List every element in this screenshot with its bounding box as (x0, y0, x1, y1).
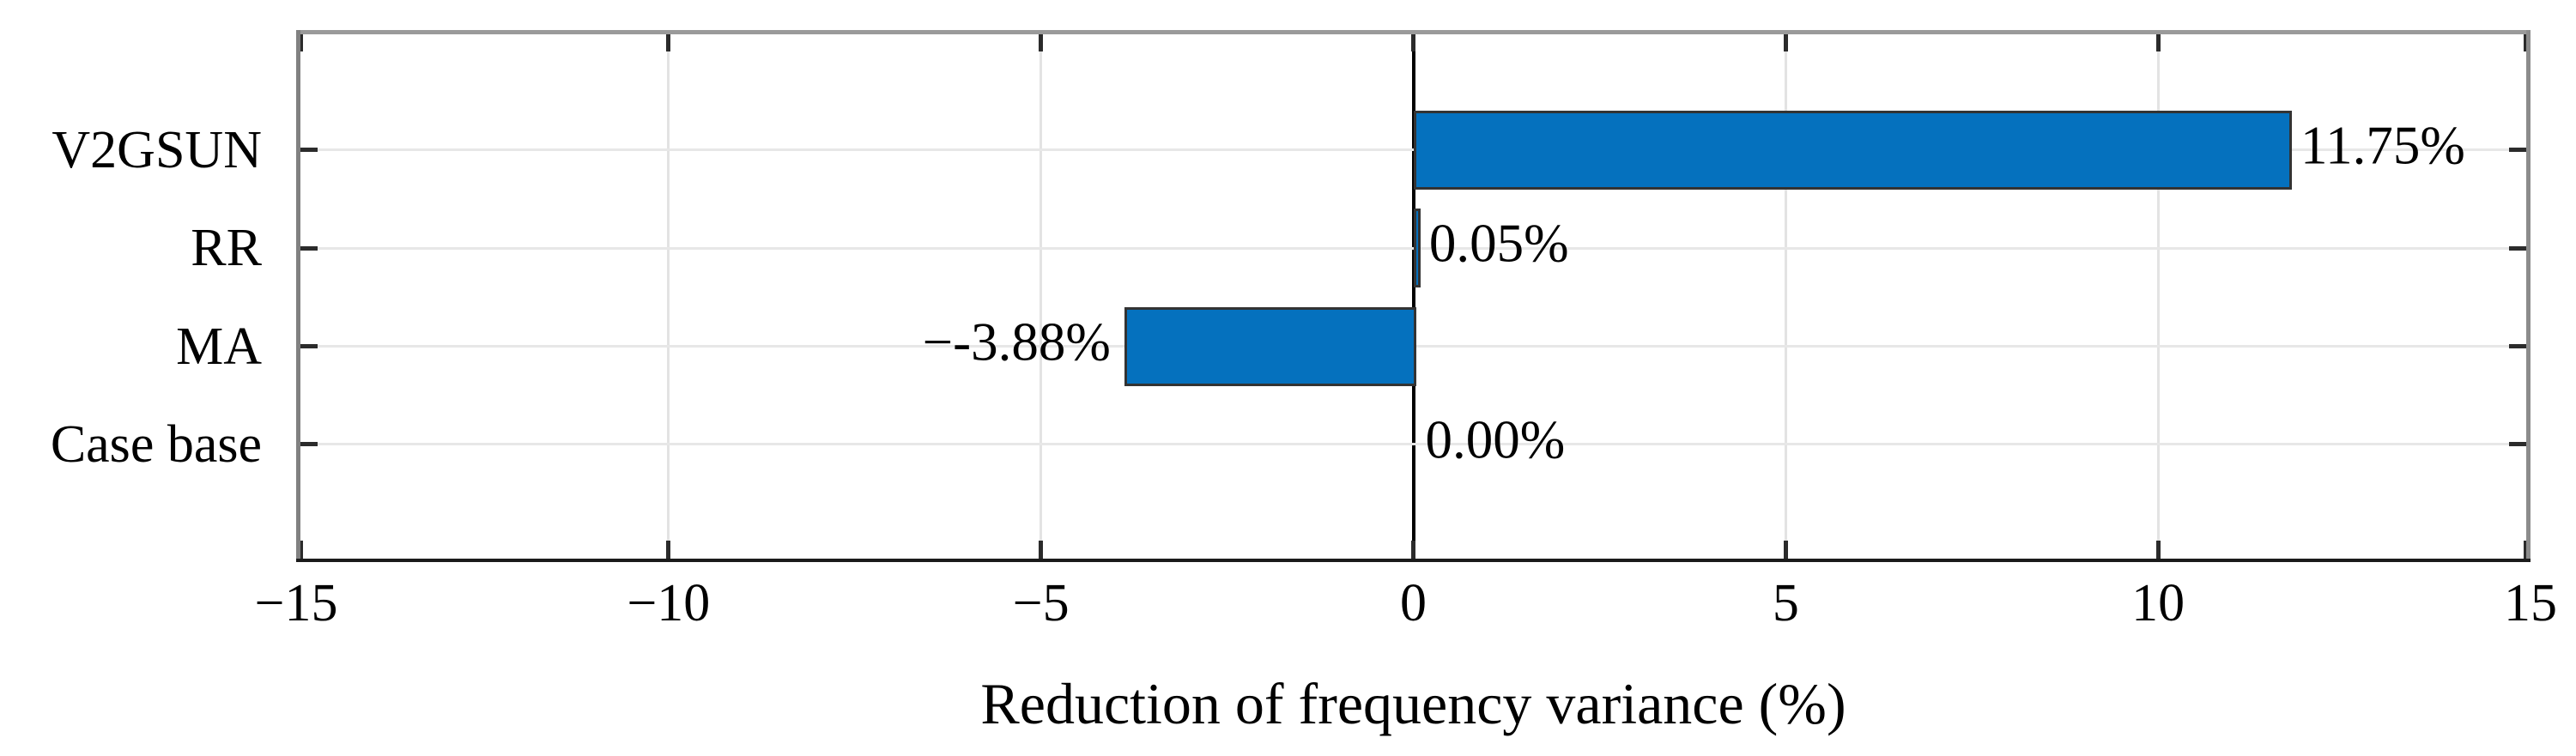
y-tick-mark-right (2509, 344, 2531, 349)
x-tick-mark-bottom (1783, 541, 1788, 562)
x-tick-mark-top (1411, 30, 1415, 51)
vertical-gridline (2156, 30, 2160, 562)
vertical-gridline (1784, 30, 1787, 562)
axis-border-right (2526, 30, 2531, 562)
y-tick-mark-right (2509, 148, 2531, 153)
x-tick-mark-top (1783, 30, 1788, 51)
x-tick-label: −10 (627, 574, 711, 632)
y-tick-mark-right (2509, 442, 2531, 447)
y-category-label-v2gsun: V2GSUN (52, 120, 262, 179)
x-axis-title: Reduction of frequency variance (%) (980, 671, 1846, 736)
x-tick-label: −15 (254, 574, 338, 632)
y-category-label-ma: MA (176, 317, 262, 376)
y-category-label-case-base: Case base (50, 414, 262, 474)
plot-area: 11.75% 0.05% −-3.88% 0.00% (296, 30, 2531, 562)
value-label-v2gsun: 11.75% (2300, 115, 2465, 176)
bar-ma (1124, 306, 1417, 386)
vertical-gridline (1039, 30, 1043, 562)
value-label-rr: 0.05% (1428, 213, 1569, 274)
value-label-ma: −-3.88% (922, 311, 1111, 372)
x-tick-mark-bottom (1039, 541, 1044, 562)
horizontal-gridline (296, 443, 2531, 446)
x-tick-mark-top (298, 30, 303, 51)
y-category-label-rr: RR (191, 219, 262, 278)
axis-border-left (296, 30, 300, 562)
y-axis-labels: V2GSUN RR MA Case base (0, 30, 279, 562)
x-tick-label: 10 (2131, 574, 2185, 632)
vertical-gridline (667, 30, 670, 562)
x-tick-mark-bottom (1411, 541, 1415, 562)
value-label-case-base: 0.00% (1425, 409, 1566, 470)
x-tick-label: −5 (1012, 574, 1070, 632)
x-tick-mark-top (2524, 30, 2529, 51)
x-tick-mark-bottom (298, 541, 303, 562)
y-tick-mark-left (296, 344, 318, 349)
bar-rr (1413, 209, 1421, 288)
x-tick-mark-top (666, 30, 671, 51)
x-tick-mark-top (1039, 30, 1044, 51)
x-tick-mark-top (2155, 30, 2161, 51)
y-tick-mark-left (296, 148, 318, 153)
x-tick-label: 15 (2504, 574, 2557, 632)
x-tick-label: 5 (1772, 574, 1799, 632)
x-tick-labels: −15 −10 −5 0 5 10 15 (255, 574, 2557, 654)
y-tick-mark-right (2509, 245, 2531, 251)
axis-border-bottom (296, 559, 2531, 562)
y-tick-mark-left (296, 442, 318, 447)
x-tick-mark-bottom (2524, 541, 2529, 562)
x-tick-mark-bottom (666, 541, 671, 562)
y-tick-mark-left (296, 245, 318, 251)
x-tick-mark-bottom (2155, 541, 2161, 562)
x-tick-label: 0 (1400, 574, 1427, 632)
axis-border-top (296, 30, 2531, 34)
zero-axis-line (1411, 30, 1415, 562)
bar-v2gsun (1413, 111, 2292, 190)
